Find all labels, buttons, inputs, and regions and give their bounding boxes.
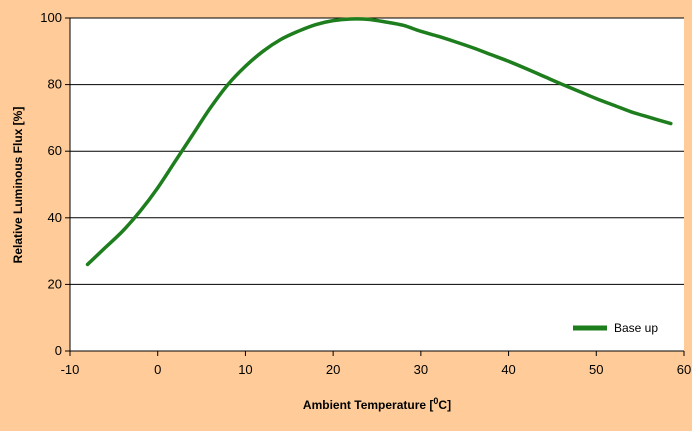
x-tick-label: 0 (154, 362, 161, 377)
x-tick-label: 60 (677, 362, 691, 377)
x-tick-label: 10 (238, 362, 252, 377)
plot-area (70, 18, 684, 351)
y-tick-label: 60 (48, 143, 62, 158)
x-axis-title: Ambient Temperature [0C] (303, 396, 451, 412)
x-tick-label: 20 (326, 362, 340, 377)
y-tick-label: 100 (40, 10, 62, 25)
series-line-0 (85, 17, 673, 267)
y-tick-label: 40 (48, 210, 62, 225)
y-tick-label: 80 (48, 77, 62, 92)
x-tick-label: 40 (501, 362, 515, 377)
x-tick-label: -10 (61, 362, 80, 377)
y-tick-label: 0 (55, 343, 62, 358)
legend-label-base-up: Base up (614, 321, 658, 335)
x-tick-label: 30 (414, 362, 428, 377)
x-tick-label: 50 (589, 362, 603, 377)
y-tick-label: 20 (48, 276, 62, 291)
y-axis-title: Relative Luminous Flux [%] (11, 107, 25, 264)
legend: Base up (573, 321, 658, 335)
